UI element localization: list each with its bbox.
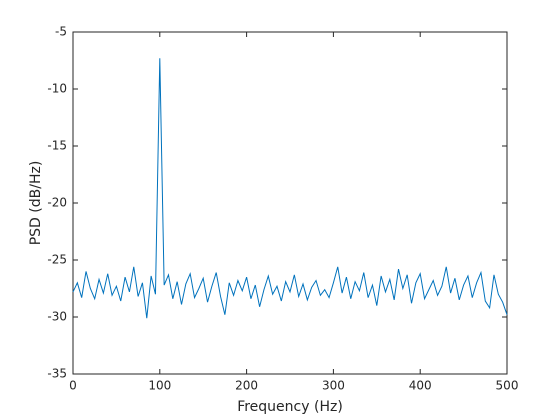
psd-line — [72, 58, 508, 319]
x-tick-label: 0 — [69, 379, 77, 393]
y-tick-label: -35 — [47, 367, 67, 381]
axes-box — [72, 31, 508, 375]
x-axis-label: Frequency (Hz) — [237, 399, 343, 415]
y-tick-label: -30 — [47, 310, 67, 324]
y-tick-label: -25 — [47, 253, 67, 267]
x-tick-label: 100 — [148, 379, 171, 393]
x-tick-label: 300 — [322, 379, 345, 393]
y-tick-label: -20 — [47, 196, 67, 210]
y-axis-label: PSD (dB/Hz) — [28, 161, 44, 246]
y-tick-label: -15 — [47, 139, 67, 153]
x-tick-label: 200 — [235, 379, 258, 393]
x-tick-label: 400 — [409, 379, 432, 393]
y-tick-label: -10 — [47, 82, 67, 96]
y-tick-label: -5 — [55, 25, 67, 39]
x-tick-label: 500 — [496, 379, 519, 393]
